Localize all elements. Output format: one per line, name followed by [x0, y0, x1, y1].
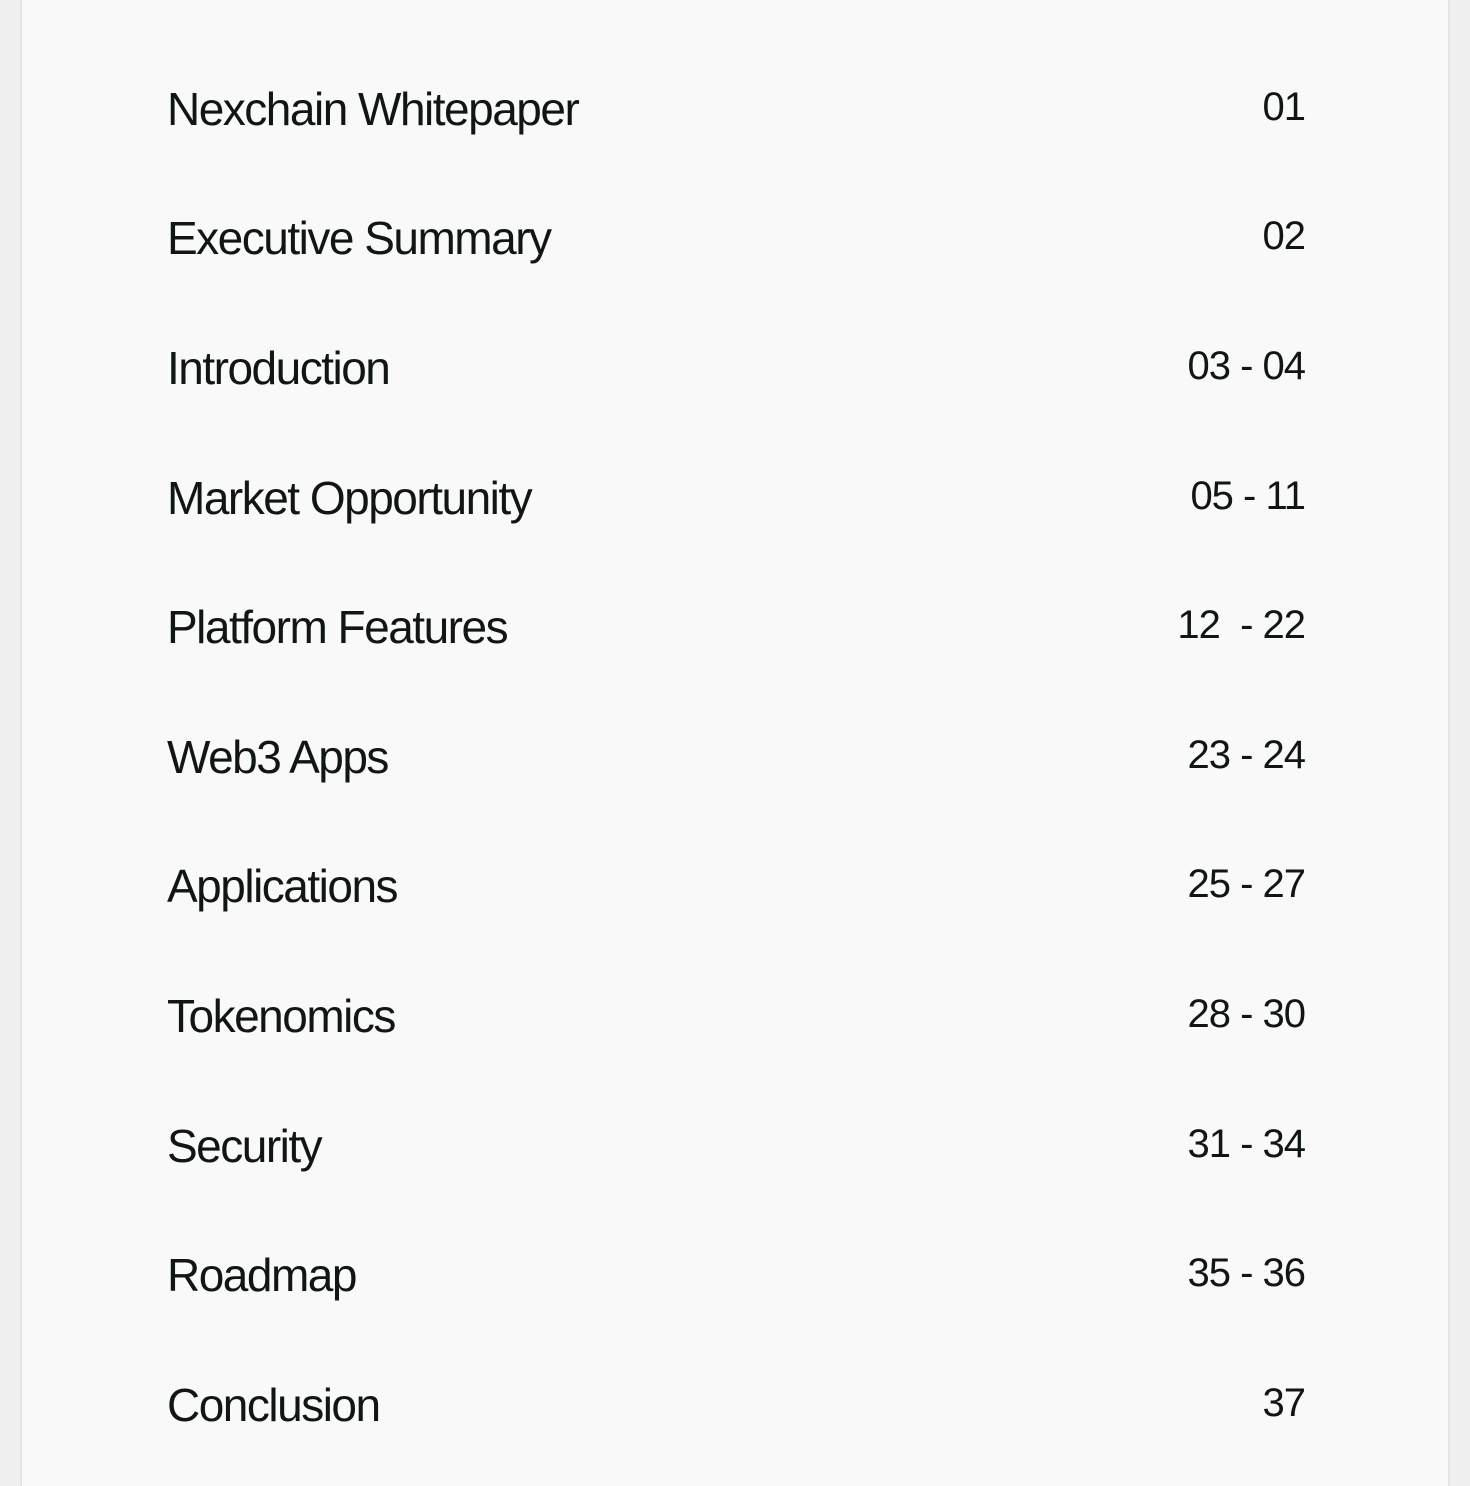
toc-item-pages: 05 - 11 [1190, 473, 1306, 518]
toc-item-title: Executive Summary [167, 212, 552, 265]
toc-item-title: Applications [167, 860, 399, 913]
toc-item-pages: 01 [1262, 84, 1306, 129]
toc-item-pages: 23 - 24 [1187, 732, 1306, 777]
toc-item-title: Nexchain Whitepaper [167, 82, 580, 135]
toc-item-market-opportunity[interactable]: Market Opportunity 05 - 11 [167, 433, 1306, 563]
toc-item-applications[interactable]: Applications 25 - 27 [167, 822, 1306, 952]
toc-item-title: Introduction [167, 341, 391, 394]
table-of-contents: Nexchain Whitepaper 01 Executive Summary… [167, 44, 1306, 1470]
toc-item-security[interactable]: Security 31 - 34 [167, 1081, 1306, 1211]
toc-item-title: Platform Features [167, 601, 509, 654]
toc-item-web3-apps[interactable]: Web3 Apps 23 - 24 [167, 692, 1306, 822]
toc-item-title: Conclusion [167, 1378, 381, 1431]
toc-item-title: Tokenomics [167, 989, 396, 1042]
toc-item-conclusion[interactable]: Conclusion 37 [167, 1340, 1306, 1470]
toc-item-pages: 12 - 22 [1177, 603, 1306, 648]
toc-item-title: Web3 Apps [167, 730, 389, 783]
toc-item-title: Roadmap [167, 1249, 357, 1302]
toc-item-pages: 37 [1262, 1380, 1306, 1425]
toc-item-pages: 31 - 34 [1187, 1121, 1306, 1166]
toc-item-pages: 28 - 30 [1187, 991, 1306, 1036]
toc-item-title: Security [167, 1119, 323, 1172]
toc-item-pages: 35 - 36 [1187, 1251, 1306, 1296]
document-page: Nexchain Whitepaper 01 Executive Summary… [21, 0, 1449, 1486]
toc-item-tokenomics[interactable]: Tokenomics 28 - 30 [167, 951, 1306, 1081]
toc-item-introduction[interactable]: Introduction 03 - 04 [167, 303, 1306, 433]
toc-item-executive-summary[interactable]: Executive Summary 02 [167, 174, 1306, 304]
toc-item-pages: 02 [1262, 214, 1306, 259]
toc-item-nexchain-whitepaper[interactable]: Nexchain Whitepaper 01 [167, 44, 1306, 174]
toc-item-title: Market Opportunity [167, 471, 533, 524]
toc-item-pages: 03 - 04 [1187, 343, 1306, 388]
toc-item-platform-features[interactable]: Platform Features 12 - 22 [167, 562, 1306, 692]
toc-item-roadmap[interactable]: Roadmap 35 - 36 [167, 1210, 1306, 1340]
toc-item-pages: 25 - 27 [1187, 862, 1306, 907]
